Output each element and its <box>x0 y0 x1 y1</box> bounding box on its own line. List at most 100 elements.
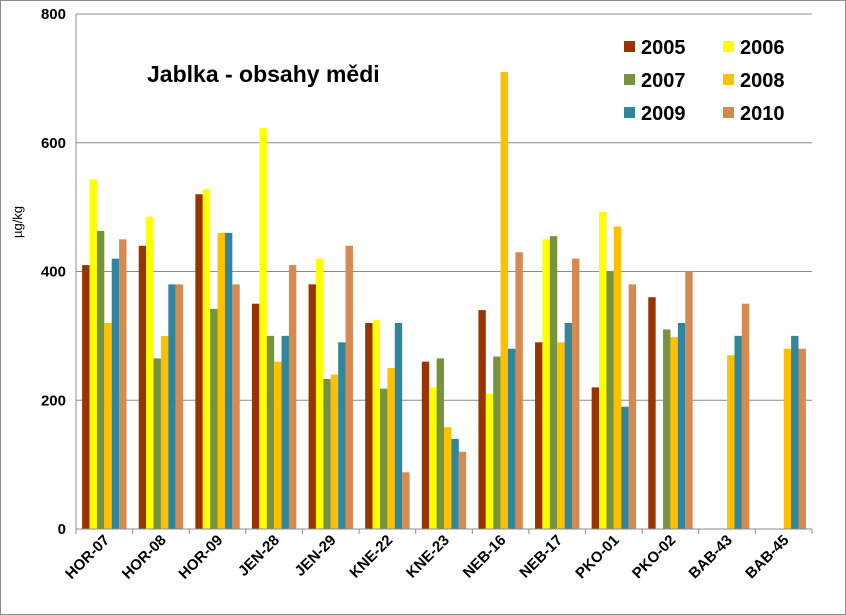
bar <box>308 284 316 529</box>
y-tick-label: 0 <box>58 521 66 538</box>
legend-swatch <box>624 74 635 85</box>
bar <box>557 342 565 529</box>
bar <box>202 189 211 529</box>
bar <box>458 451 467 529</box>
bar <box>82 265 90 529</box>
bar <box>451 438 459 529</box>
legend-label: 2006 <box>740 37 785 59</box>
bar <box>217 232 225 529</box>
bar <box>493 356 501 529</box>
bar <box>508 348 516 529</box>
legend-swatch <box>723 74 734 85</box>
y-axis-label: µg/kg <box>10 206 25 238</box>
bar <box>549 236 558 529</box>
bar <box>274 361 282 529</box>
bar <box>402 472 410 529</box>
bar <box>599 211 607 529</box>
bar <box>606 271 614 529</box>
bar <box>613 226 622 529</box>
bar <box>365 323 373 529</box>
legend-swatch <box>624 41 635 52</box>
x-tick-label: HOR-09 <box>175 532 226 583</box>
x-tick-label: NEB-17 <box>516 532 566 582</box>
bar <box>379 388 388 529</box>
bar <box>798 348 806 529</box>
legend-label: 2008 <box>740 70 785 92</box>
legend-label: 2010 <box>740 103 785 125</box>
legend: 2005 2006 2007 2008 2009 2010 <box>624 37 785 125</box>
bar <box>168 284 176 529</box>
axes <box>75 14 813 534</box>
bar <box>111 258 120 529</box>
legend-swatch <box>624 107 635 118</box>
bar <box>224 232 233 529</box>
bar <box>727 355 735 529</box>
bar <box>119 239 127 529</box>
bar <box>138 245 147 529</box>
y-tick-labels: 0 200 400 600 800 <box>41 6 66 538</box>
bar <box>210 308 218 529</box>
x-tick-label: KNE-22 <box>346 532 396 582</box>
bar <box>372 319 380 529</box>
bar <box>572 258 580 529</box>
bar <box>195 194 203 529</box>
bar <box>89 179 97 529</box>
bar <box>266 335 275 529</box>
bar <box>542 239 550 529</box>
x-tick-label: HOR-07 <box>62 532 113 583</box>
legend-label: 2009 <box>641 103 686 125</box>
legend-label: 2005 <box>641 37 686 59</box>
bar <box>387 368 395 529</box>
bar <box>783 348 792 529</box>
bar <box>485 393 494 529</box>
bar <box>663 329 671 529</box>
y-tick-label: 400 <box>41 264 66 281</box>
bar <box>685 271 693 529</box>
x-tick-label: JEN-29 <box>292 532 340 580</box>
x-tick-label: NEB-16 <box>460 532 510 582</box>
bar <box>436 358 444 529</box>
bar <box>394 323 403 529</box>
bar <box>323 379 331 529</box>
bar <box>175 284 184 529</box>
bar <box>791 335 799 529</box>
bar <box>251 303 260 529</box>
bar <box>232 284 240 529</box>
bar <box>670 337 678 529</box>
bar <box>153 358 161 529</box>
bar <box>535 342 543 529</box>
x-tick-label: PKO-01 <box>572 532 622 582</box>
bar <box>146 216 154 529</box>
bar <box>104 323 112 529</box>
legend-swatch <box>723 107 734 118</box>
legend-label: 2007 <box>641 70 686 92</box>
bar <box>259 127 267 529</box>
bar <box>444 427 452 529</box>
x-tick-label: BAB-45 <box>742 532 792 582</box>
bar <box>478 310 486 529</box>
x-tick-label: KNE-23 <box>403 532 453 582</box>
bar <box>338 342 346 529</box>
bar <box>330 374 339 529</box>
chart-title: Jablka - obsahy mědi <box>147 61 380 87</box>
bar <box>429 387 437 529</box>
bar <box>160 335 169 529</box>
bar <box>648 297 656 529</box>
bar <box>288 265 297 529</box>
bar <box>591 387 600 529</box>
bar <box>734 335 742 529</box>
y-tick-label: 600 <box>41 135 66 152</box>
bar <box>315 258 324 529</box>
bar <box>421 361 430 529</box>
y-tick-label: 800 <box>41 6 66 23</box>
x-tick-label: JEN-28 <box>235 532 283 580</box>
legend-swatch <box>723 41 734 52</box>
bar <box>628 284 637 529</box>
bar <box>515 252 523 529</box>
bars <box>82 71 806 529</box>
bar <box>621 406 629 529</box>
x-tick-label: BAB-43 <box>686 532 736 582</box>
bar <box>281 335 289 529</box>
bar <box>96 230 105 529</box>
